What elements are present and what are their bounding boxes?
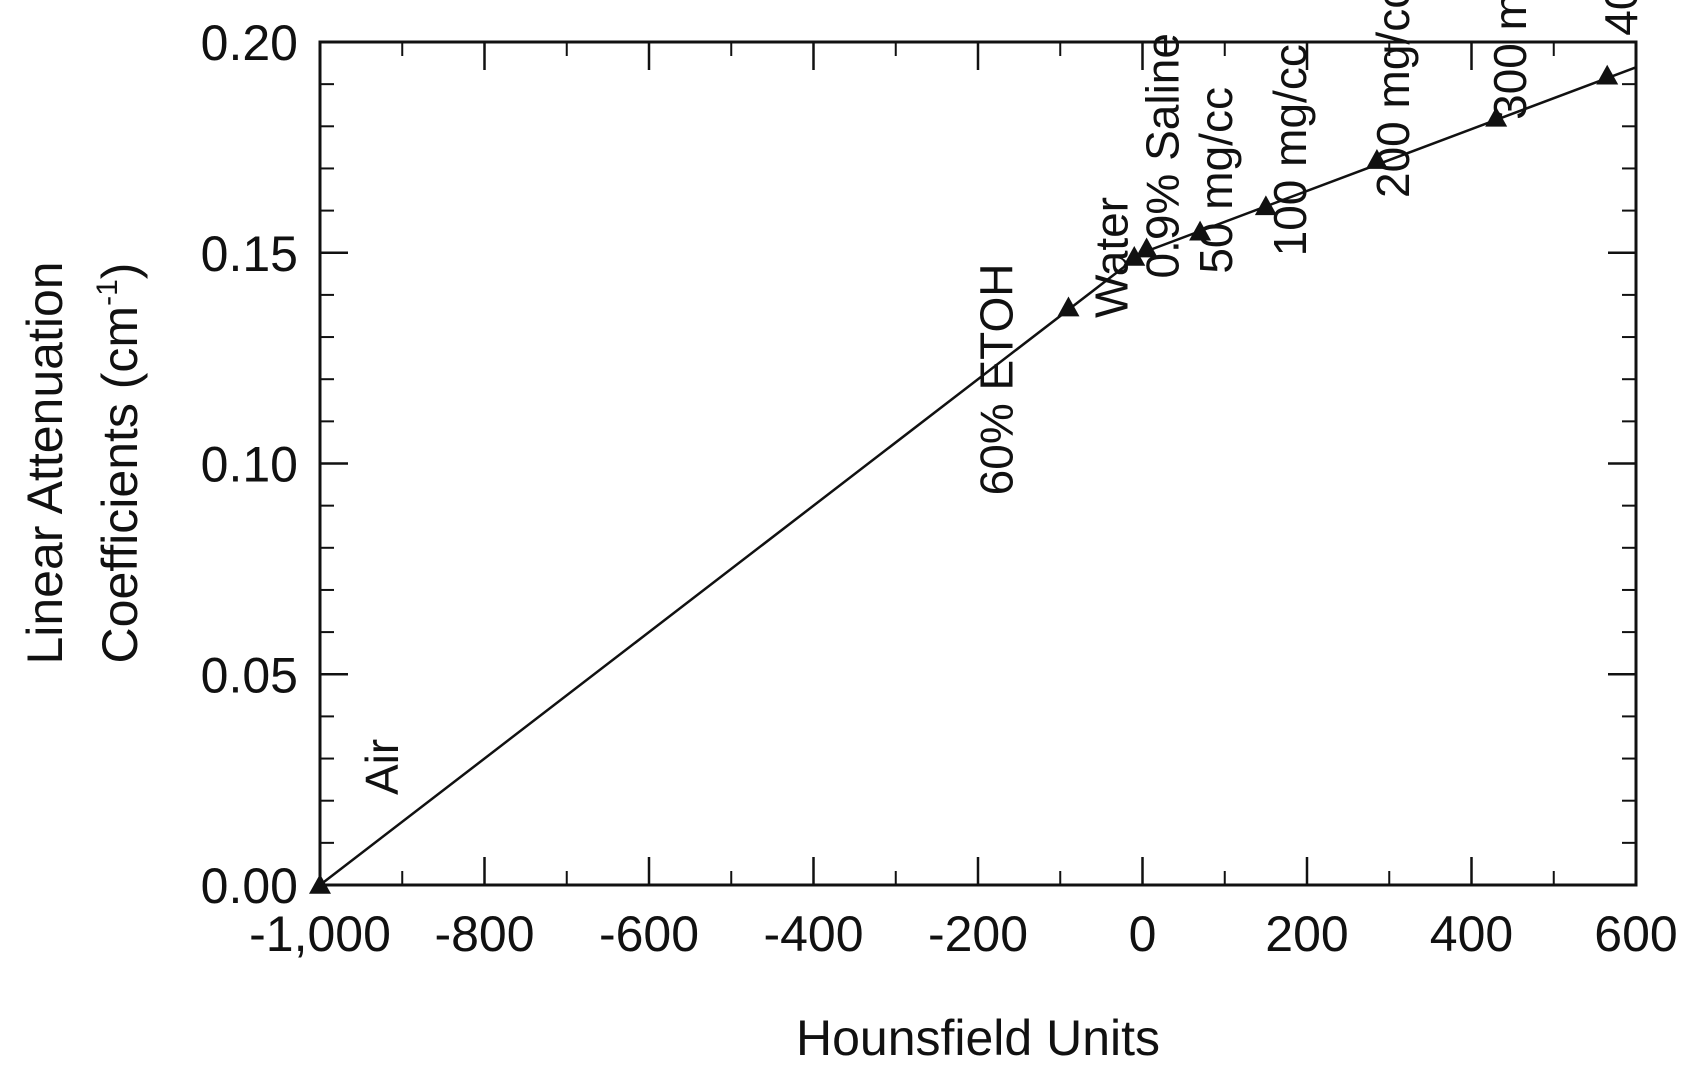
x-tick-label: -800	[434, 906, 534, 962]
point-label: 60% ETOH	[970, 264, 1022, 496]
point-label: 50 mg/cc	[1190, 87, 1242, 274]
y-axis-title-sup: -1	[91, 279, 124, 306]
y-axis-title-close: )	[92, 263, 148, 280]
data-point-marker	[1057, 296, 1080, 317]
data-point-marker	[1485, 106, 1508, 127]
y-axis-title-line1: Linear Attenuation	[17, 261, 73, 664]
y-tick-label: 0.00	[201, 858, 298, 914]
x-tick-label: 400	[1430, 906, 1513, 962]
x-tick-label: 200	[1265, 906, 1348, 962]
x-tick-label: -400	[763, 906, 863, 962]
data-point-marker	[1596, 64, 1619, 85]
data-point-marker	[1365, 149, 1388, 169]
point-label: Air	[356, 739, 408, 795]
point-label: 100 mg/cc	[1264, 44, 1316, 256]
point-label: Water	[1085, 197, 1137, 318]
x-tick-label: 600	[1594, 906, 1677, 962]
y-tick-label: 0.05	[201, 647, 298, 703]
data-point-marker	[1123, 245, 1146, 266]
x-tick-label: 0	[1129, 906, 1157, 962]
y-axis-title-line2: Coefficients (cm-1)	[91, 263, 148, 664]
x-tick-label: -1,000	[249, 906, 391, 962]
y-tick-label: 0.15	[201, 226, 298, 282]
y-tick-label: 0.20	[201, 15, 298, 71]
tick-labels: -1,000 -800 -600 -400 -200 0 200 400 600 0.00 0.05…	[201, 15, 1678, 962]
x-tick-label: -200	[928, 906, 1028, 962]
data-point-marker	[309, 874, 331, 894]
point-label: 0.9% Saline	[1137, 33, 1189, 279]
y-tick-label: 0.10	[201, 437, 298, 493]
point-labels: Air 60% ETOH Water 0.9% Saline 50 mg/cc 100 m…	[356, 0, 1647, 795]
data-point-marker	[1135, 237, 1158, 258]
x-axis-title: Hounsfield Units	[796, 1010, 1160, 1065]
point-label: 300 mg/cc	[1484, 0, 1536, 120]
data-points	[309, 64, 1619, 894]
axis-ticks	[318, 40, 1638, 887]
x-tick-label: -600	[599, 906, 699, 962]
y-axis-title-main: Coefficients (cm	[92, 306, 148, 664]
data-point-marker	[1254, 195, 1277, 216]
point-label: 200 mg/cc	[1367, 0, 1419, 198]
point-label: 400 mg/cc	[1595, 0, 1647, 36]
data-point-marker	[1189, 220, 1212, 241]
